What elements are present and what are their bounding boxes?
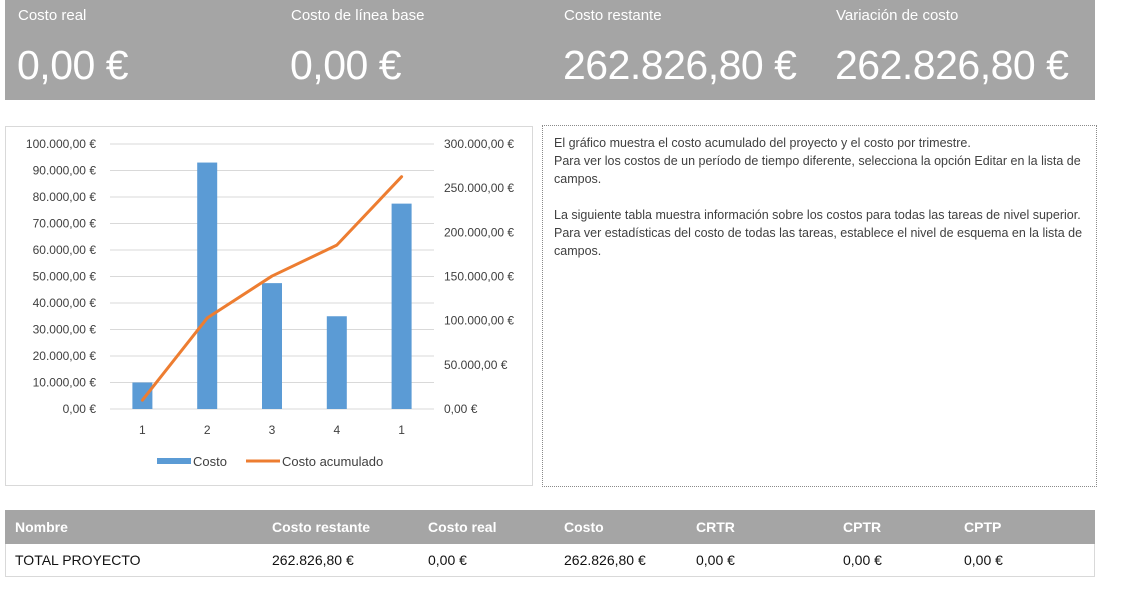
cell-crtr: 0,00 € <box>696 552 735 568</box>
left-axis-tick-label: 20.000,00 € <box>33 349 97 363</box>
right-axis-tick-label: 150.000,00 € <box>444 270 514 284</box>
info-spacer <box>554 188 1086 206</box>
table-header-row: Nombre Costo restante Costo real Costo C… <box>5 510 1095 544</box>
cell-remaining-cost: 262.826,80 € <box>272 552 354 568</box>
right-axis-tick-label: 250.000,00 € <box>444 181 514 195</box>
legend-swatch-costo <box>157 458 191 464</box>
right-axis-tick-label: 50.000,00 € <box>444 358 508 372</box>
bar-costo <box>326 316 347 409</box>
kpi-remaining-cost: Costo restante 262.826,80 € <box>551 0 823 100</box>
kpi-label: Variación de costo <box>836 7 959 24</box>
kpi-banner: Costo real 0,00 € Costo de línea base 0,… <box>5 0 1095 100</box>
legend-label-costo: Costo <box>193 454 227 469</box>
column-header-cost[interactable]: Costo <box>564 519 604 535</box>
left-axis-tick-label: 60.000,00 € <box>33 243 97 257</box>
cell-cost: 262.826,80 € <box>564 552 646 568</box>
left-axis-tick-label: 0,00 € <box>63 402 97 416</box>
table-row[interactable]: TOTAL PROYECTO 262.826,80 € 0,00 € 262.8… <box>5 544 1095 577</box>
info-line: Para ver estadísticas del costo de todas… <box>554 226 1083 258</box>
kpi-value: 262.826,80 € <box>835 42 1069 88</box>
cost-chart-svg: 0,00 € 10.000,00 € 20.000,00 € 30.000,00 € 4… <box>26 137 514 469</box>
x-axis-tick-label: 1 <box>139 423 146 437</box>
info-text-box[interactable]: El gráfico muestra el costo acumulado de… <box>542 125 1097 487</box>
info-line: La siguiente tabla muestra información s… <box>554 208 1081 222</box>
column-header-name[interactable]: Nombre <box>15 519 68 535</box>
bar-costo <box>262 283 282 409</box>
left-axis-tick-label: 70.000,00 € <box>33 217 97 231</box>
cell-name: TOTAL PROYECTO <box>15 552 141 568</box>
kpi-value: 0,00 € <box>17 42 129 88</box>
column-header-remaining-cost[interactable]: Costo restante <box>272 519 371 535</box>
kpi-label: Costo real <box>18 7 87 24</box>
cell-actual-cost: 0,00 € <box>428 552 467 568</box>
right-axis-tick-label: 0,00 € <box>444 402 478 416</box>
kpi-value: 0,00 € <box>290 42 402 88</box>
legend-label-costo-acumulado: Costo acumulado <box>282 454 383 469</box>
x-axis-tick-label: 2 <box>204 423 211 437</box>
kpi-baseline-cost: Costo de línea base 0,00 € <box>278 0 550 100</box>
bar-costo <box>197 162 218 409</box>
left-axis-tick-label: 100.000,00 € <box>26 137 96 151</box>
info-line: Para ver los costos de un período de tie… <box>554 154 1081 186</box>
x-axis-tick-label: 3 <box>269 423 276 437</box>
kpi-cost-variance: Variación de costo 262.826,80 € <box>823 0 1095 100</box>
cell-cptr: 0,00 € <box>843 552 882 568</box>
column-header-cptp[interactable]: CPTP <box>964 519 1002 535</box>
left-axis-tick-label: 30.000,00 € <box>33 323 97 337</box>
bar-costo <box>132 382 153 409</box>
left-axis-tick-label: 90.000,00 € <box>33 164 97 178</box>
info-line: El gráfico muestra el costo acumulado de… <box>554 136 971 150</box>
kpi-actual-cost: Costo real 0,00 € <box>5 0 277 100</box>
column-header-crtr[interactable]: CRTR <box>696 519 735 535</box>
x-axis-tick-label: 1 <box>398 423 405 437</box>
left-axis-tick-label: 10.000,00 € <box>33 376 97 390</box>
line-costo-acumulado <box>140 175 404 402</box>
right-axis-tick-label: 200.000,00 € <box>444 225 514 239</box>
bar-costo <box>391 203 412 409</box>
right-axis-tick-label: 300.000,00 € <box>444 137 514 151</box>
kpi-value: 262.826,80 € <box>563 42 797 88</box>
cell-cptp: 0,00 € <box>964 552 1003 568</box>
kpi-label: Costo de línea base <box>291 7 425 24</box>
column-header-cptr[interactable]: CPTR <box>843 519 882 535</box>
kpi-label: Costo restante <box>564 7 662 24</box>
left-axis-tick-label: 50.000,00 € <box>33 270 97 284</box>
left-axis-tick-label: 40.000,00 € <box>33 296 97 310</box>
right-axis-tick-label: 100.000,00 € <box>444 314 514 328</box>
left-axis-tick-label: 80.000,00 € <box>33 190 97 204</box>
cost-table: Nombre Costo restante Costo real Costo C… <box>5 510 1095 577</box>
x-axis-tick-label: 4 <box>333 423 340 437</box>
column-header-actual-cost[interactable]: Costo real <box>428 519 497 535</box>
cost-chart[interactable]: 0,00 € 10.000,00 € 20.000,00 € 30.000,00 € 4… <box>5 126 533 486</box>
